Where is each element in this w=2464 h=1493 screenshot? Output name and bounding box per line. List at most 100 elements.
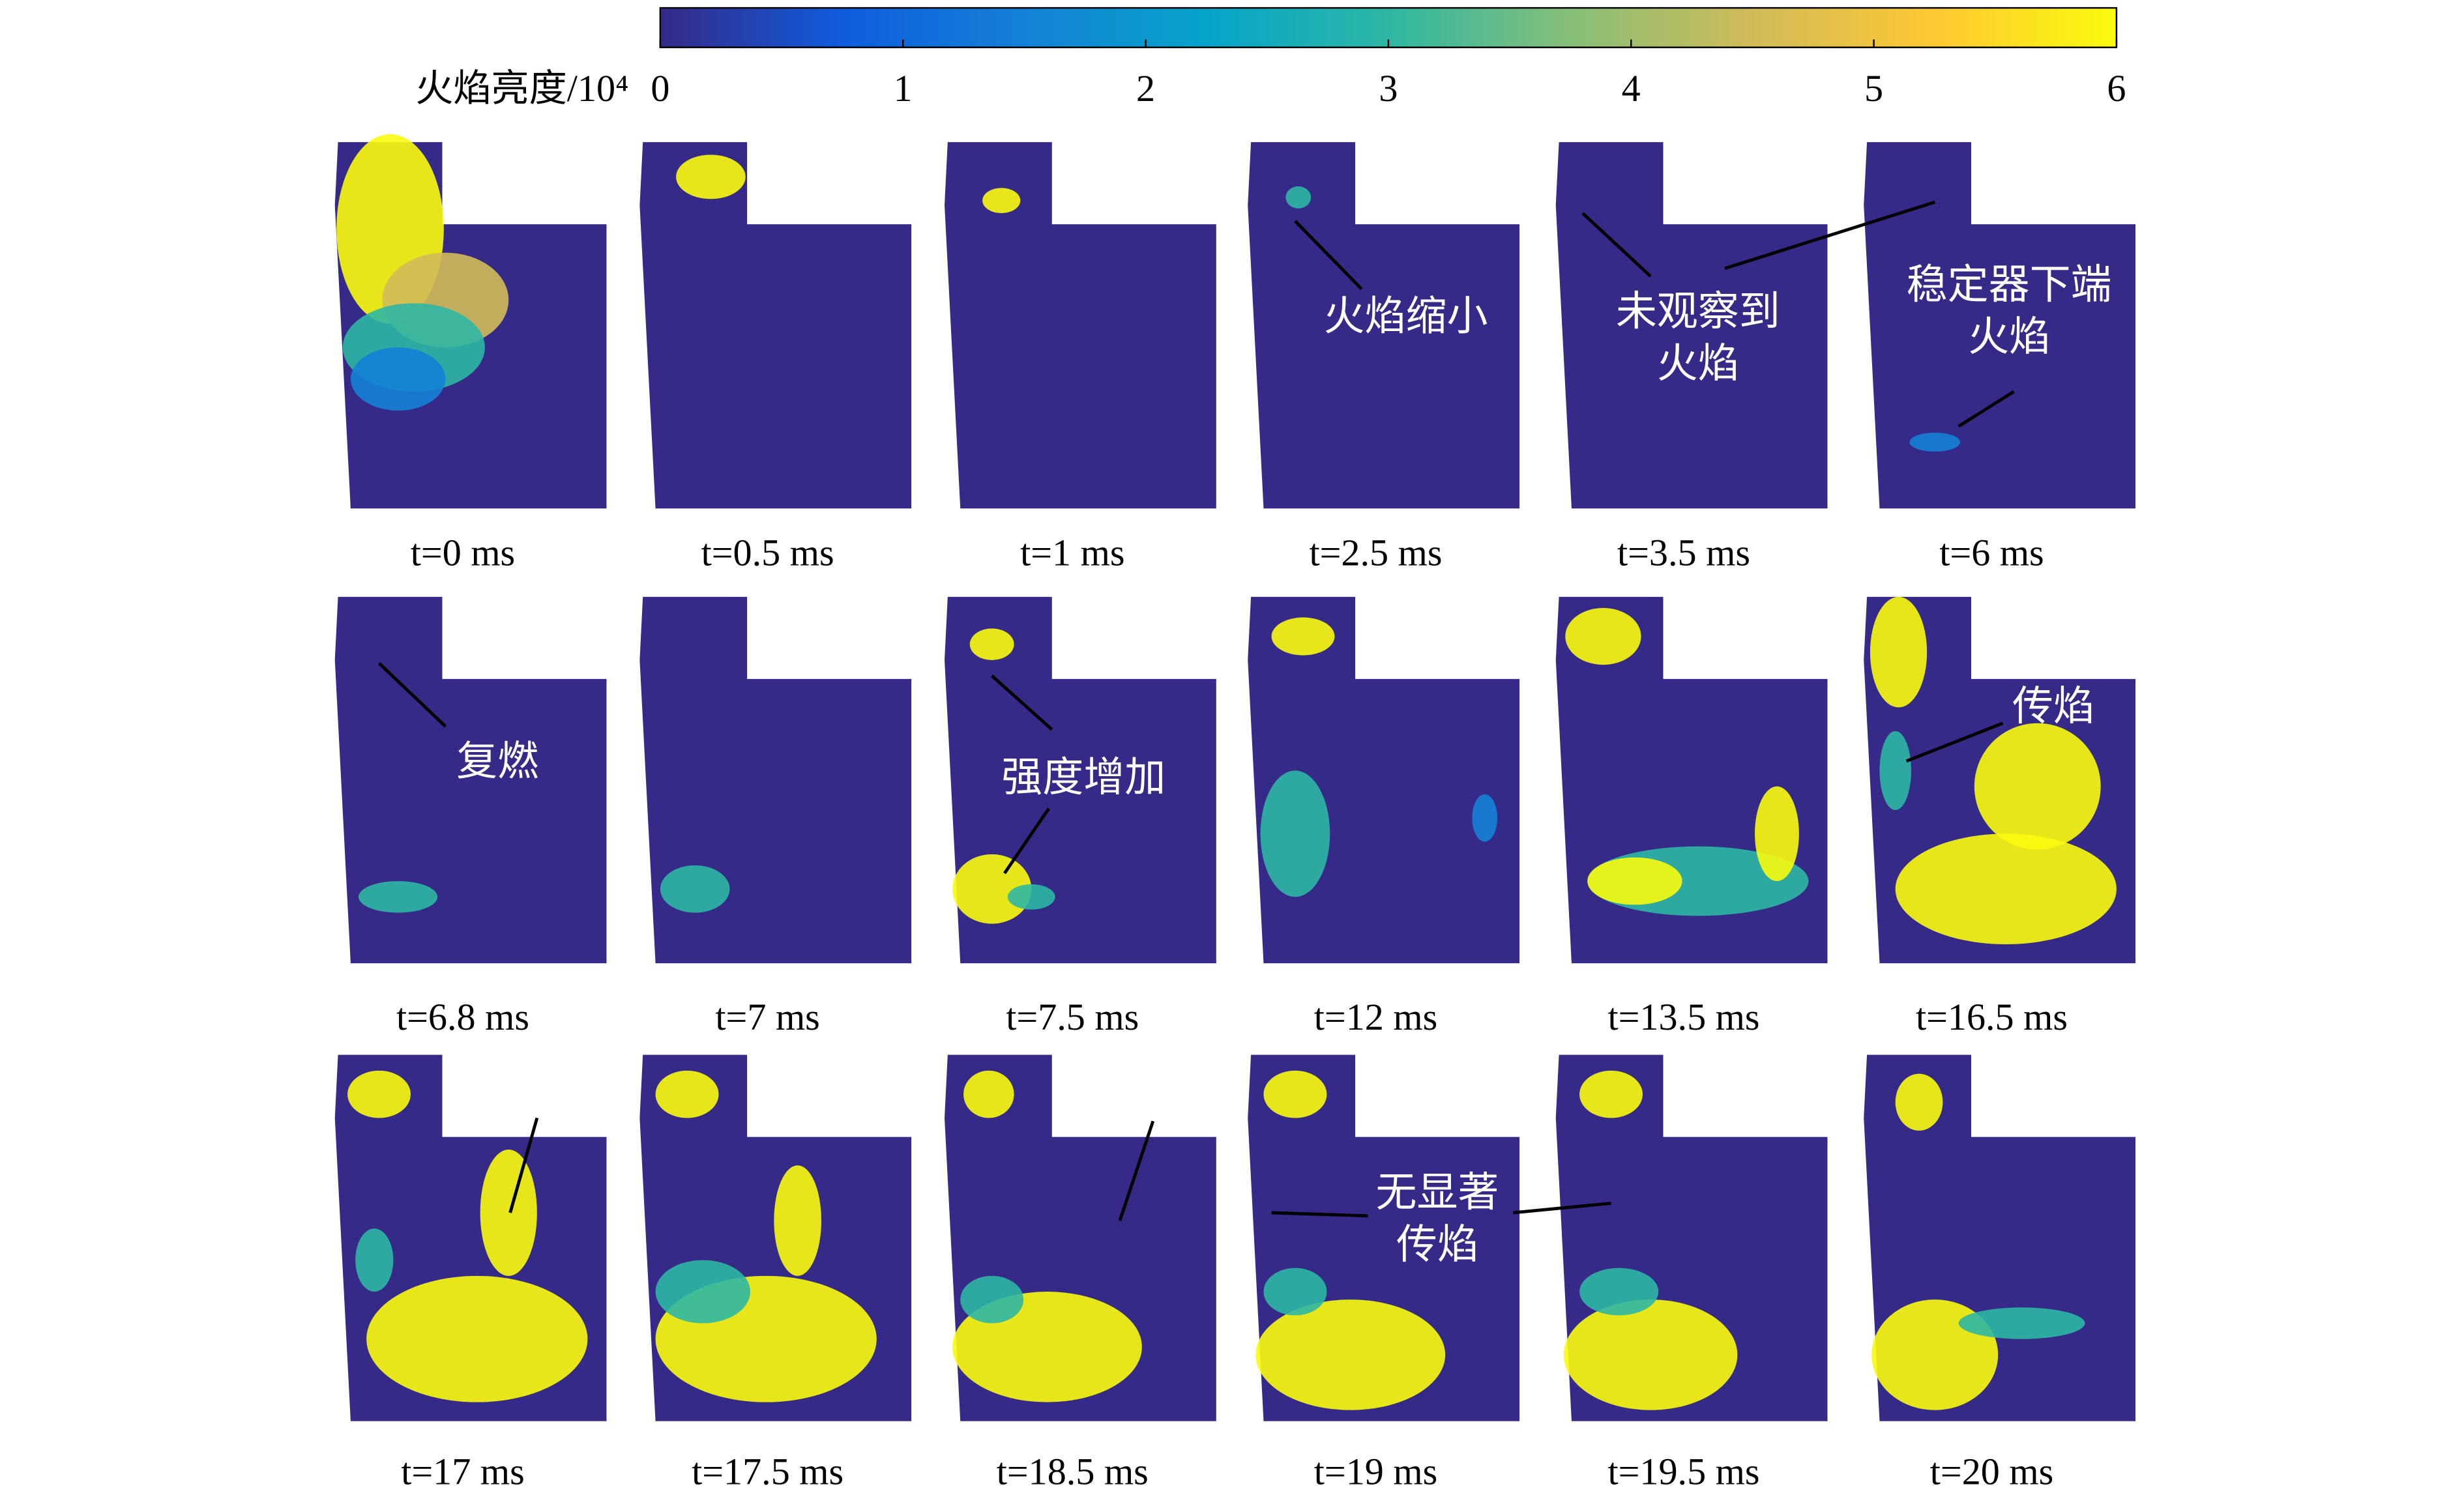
flame-region xyxy=(355,1228,394,1292)
flame-region xyxy=(952,854,1032,924)
flame-region xyxy=(1263,1070,1327,1118)
flame-region xyxy=(1755,786,1799,882)
flame-image xyxy=(1864,596,2135,964)
annotation: 火焰上卷 xyxy=(452,1071,616,1116)
flame-region xyxy=(1007,884,1055,910)
panel-label: t=6 ms xyxy=(1939,531,2044,573)
flame-region xyxy=(1579,1070,1643,1118)
flame-image xyxy=(945,596,1216,964)
panel-label: t=6.8 ms xyxy=(396,996,529,1038)
flame-region xyxy=(676,154,746,199)
panel-background xyxy=(639,142,912,509)
flame-region xyxy=(982,188,1021,214)
colorbar-label: 火焰亮度/10⁴ xyxy=(415,67,628,109)
colorbar-tick-label: 4 xyxy=(1622,67,1641,109)
leader-line xyxy=(377,661,447,728)
panel-label: t=12 ms xyxy=(1314,996,1437,1038)
panel-label: t=19 ms xyxy=(1314,1451,1437,1493)
flame-region xyxy=(1285,186,1312,209)
annotation: 火焰 xyxy=(1968,314,2050,360)
flame-region xyxy=(1909,432,1961,452)
flame-image xyxy=(1555,1054,1828,1421)
flame-region xyxy=(350,347,446,411)
flame-region xyxy=(1895,833,2117,944)
panel-label: t=3.5 ms xyxy=(1617,531,1750,573)
flame-image xyxy=(639,142,912,509)
flame-image xyxy=(945,142,1216,509)
flame-image xyxy=(1555,596,1828,964)
panel-label: t=7 ms xyxy=(715,996,819,1038)
leader-line xyxy=(1118,1120,1155,1221)
flame-region xyxy=(969,628,1014,660)
flame-region xyxy=(655,1070,719,1118)
flame-image xyxy=(334,1054,607,1421)
annotation: 无显著 xyxy=(1376,1170,1499,1215)
colorbar-tick-label: 2 xyxy=(1136,67,1155,109)
flame-region xyxy=(960,1275,1024,1324)
panel-background xyxy=(1248,142,1519,509)
panel-label: t=0 ms xyxy=(411,531,515,573)
flame-region xyxy=(1563,1299,1738,1410)
flame-region xyxy=(1271,617,1335,656)
panel-label: t=19.5 ms xyxy=(1607,1451,1759,1493)
panel-background xyxy=(1555,142,1828,509)
panel-label: t=16.5 ms xyxy=(1916,996,2068,1038)
panel-label: t=17.5 ms xyxy=(692,1451,843,1493)
panel-label: t=13.5 ms xyxy=(1607,996,1759,1038)
colorbar-tick-label: 1 xyxy=(894,67,913,109)
panel-label: t=7.5 ms xyxy=(1006,996,1139,1038)
leader-line xyxy=(508,1117,539,1213)
leader-line xyxy=(1513,1201,1611,1215)
flame-image xyxy=(639,596,912,964)
flame-image xyxy=(639,1054,912,1421)
leader-line xyxy=(1003,807,1050,875)
flame-image xyxy=(1248,596,1519,964)
panel-label: t=18.5 ms xyxy=(997,1451,1149,1493)
flame-image xyxy=(1555,142,1828,509)
flame-region xyxy=(359,881,438,913)
flame-region xyxy=(1263,1268,1327,1316)
annotation: 未观察到 xyxy=(1616,289,1780,334)
flame-region xyxy=(347,1070,411,1118)
flame-region xyxy=(774,1165,822,1276)
panel-label: t=1 ms xyxy=(1020,531,1124,573)
flame-image xyxy=(1248,142,1519,509)
colorbar-tick-label: 0 xyxy=(651,67,669,109)
panel-background xyxy=(334,596,607,964)
flame-image xyxy=(334,134,607,509)
annotation: 复燃 xyxy=(456,739,538,785)
flame-region xyxy=(366,1275,588,1402)
leader-line xyxy=(1271,1211,1368,1218)
flame-region xyxy=(1958,1307,2085,1339)
panel-label: t=2.5 ms xyxy=(1309,531,1442,573)
flame-image xyxy=(945,1054,1216,1421)
flame-region xyxy=(1565,607,1641,665)
colorbar-tick-label: 3 xyxy=(1379,67,1398,109)
flame-region xyxy=(1587,857,1682,905)
flame-region xyxy=(1879,731,1911,811)
panel-background xyxy=(945,142,1216,509)
panel-label: t=0.5 ms xyxy=(701,531,834,573)
flame-image xyxy=(1864,1054,2135,1421)
annotation: 火焰消失 xyxy=(1066,1072,1231,1118)
leader-line xyxy=(1294,220,1363,291)
panel-background xyxy=(1864,142,2135,509)
annotation: 传焰 xyxy=(1396,1222,1478,1268)
annotation: 稳定器下端 xyxy=(1907,262,2112,308)
flame-region xyxy=(1255,1299,1446,1410)
flame-region xyxy=(1260,770,1330,897)
leader-line xyxy=(1958,390,2015,428)
flame-region xyxy=(1870,596,1928,708)
flame-image xyxy=(1864,142,2135,509)
colorbar-tick-label: 6 xyxy=(2107,67,2126,109)
flame-region xyxy=(480,1149,537,1276)
flame-region xyxy=(1895,1073,1943,1131)
flame-image xyxy=(1248,1054,1519,1421)
flame-region xyxy=(1472,794,1498,842)
colorbar-tick-label: 5 xyxy=(1864,67,1883,109)
annotation: 强度增加 xyxy=(1001,755,1166,800)
panel-label: t=17 ms xyxy=(401,1451,524,1493)
flame-region xyxy=(963,1070,1014,1118)
